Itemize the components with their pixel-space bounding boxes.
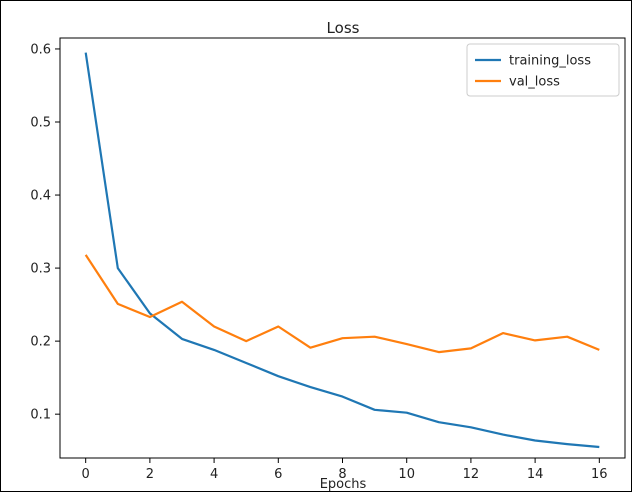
x-tick-label: 4 [210, 467, 218, 482]
y-tick-label: 0.4 [30, 189, 51, 204]
y-tick-label: 0.6 [30, 42, 51, 57]
series-line-val-loss [84, 254, 600, 354]
legend-label-val-loss: val_loss [509, 75, 560, 90]
y-tick-label: 0.3 [30, 262, 51, 277]
x-tick-label: 6 [274, 467, 282, 482]
x-tick-label: 12 [463, 467, 480, 482]
y-tick-label: 0.1 [30, 408, 51, 423]
legend-label-training-loss: training_loss [509, 54, 591, 69]
x-tick-label: 16 [591, 467, 608, 482]
y-tick-label: 0.2 [30, 335, 51, 350]
series-line-training-loss [84, 52, 600, 449]
legend-box [466, 43, 620, 97]
x-axis-label: Epochs [320, 477, 367, 492]
x-tick-label: 2 [146, 467, 154, 482]
chart-title: Loss [327, 19, 360, 37]
plot-area [59, 37, 626, 459]
x-tick-label: 14 [527, 467, 544, 482]
x-tick-label: 10 [398, 467, 415, 482]
x-tick-label: 8 [338, 467, 346, 482]
x-tick-label: 0 [82, 467, 90, 482]
y-tick-label: 0.5 [30, 116, 51, 131]
